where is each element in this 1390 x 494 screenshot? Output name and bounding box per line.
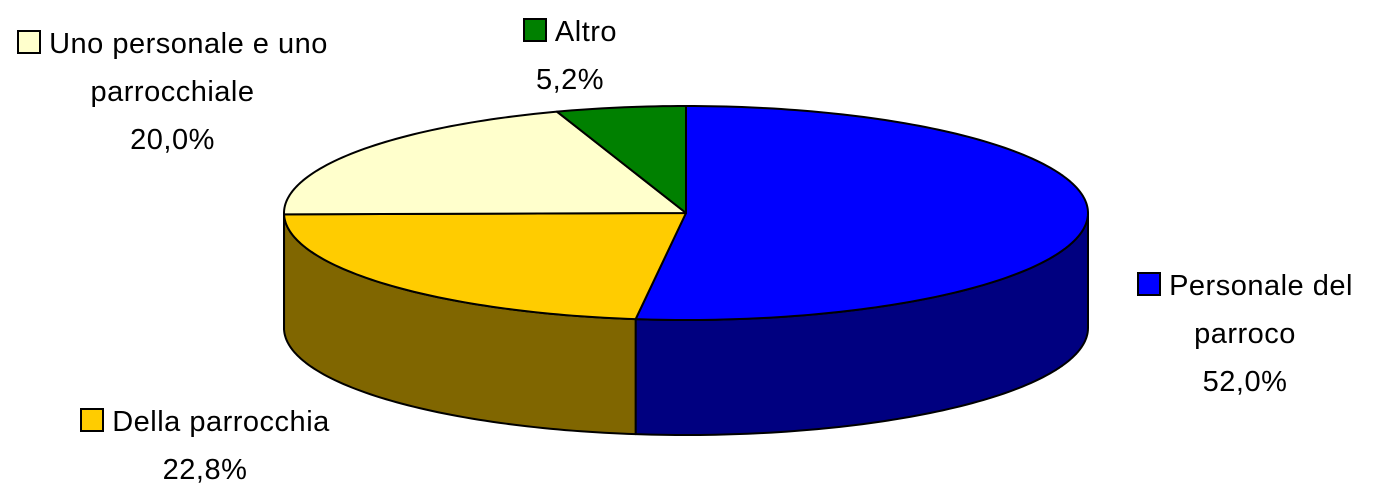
slice-label: Altro 5,2%	[495, 8, 645, 104]
legend-swatch	[1137, 272, 1161, 296]
category-name: Uno personale e uno parrocchiale	[49, 28, 328, 108]
legend-swatch	[17, 30, 41, 54]
category-name: Della parrocchia	[112, 406, 330, 438]
slice-label: Personale del parroco 52,0%	[1100, 262, 1390, 406]
category-name: Altro	[555, 16, 617, 48]
legend-swatch	[80, 408, 104, 432]
slice-label: Della parrocchia 22,8%	[40, 398, 370, 494]
value-label: 22,8%	[163, 454, 248, 486]
value-label: 20,0%	[130, 124, 215, 156]
legend-swatch	[523, 18, 547, 42]
value-label: 5,2%	[536, 64, 604, 96]
value-label: 52,0%	[1203, 366, 1288, 398]
category-name: Personale del parroco	[1169, 270, 1353, 350]
slice-label: Uno personale e uno parrocchiale 20,0%	[0, 20, 345, 164]
